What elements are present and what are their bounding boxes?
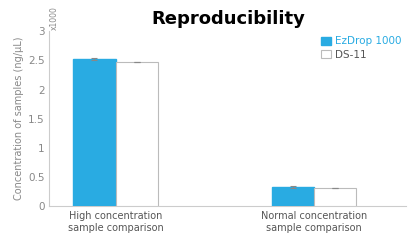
Y-axis label: Concentration of samples (ng/μL): Concentration of samples (ng/μL) bbox=[14, 37, 24, 201]
Bar bbox=[73, 59, 115, 206]
Title: Reproducibility: Reproducibility bbox=[151, 10, 305, 28]
Bar bbox=[115, 62, 158, 206]
Text: x1000: x1000 bbox=[49, 6, 59, 30]
Bar bbox=[272, 187, 314, 206]
Legend: EzDrop 1000, DS-11: EzDrop 1000, DS-11 bbox=[321, 37, 401, 60]
Bar bbox=[314, 188, 356, 206]
